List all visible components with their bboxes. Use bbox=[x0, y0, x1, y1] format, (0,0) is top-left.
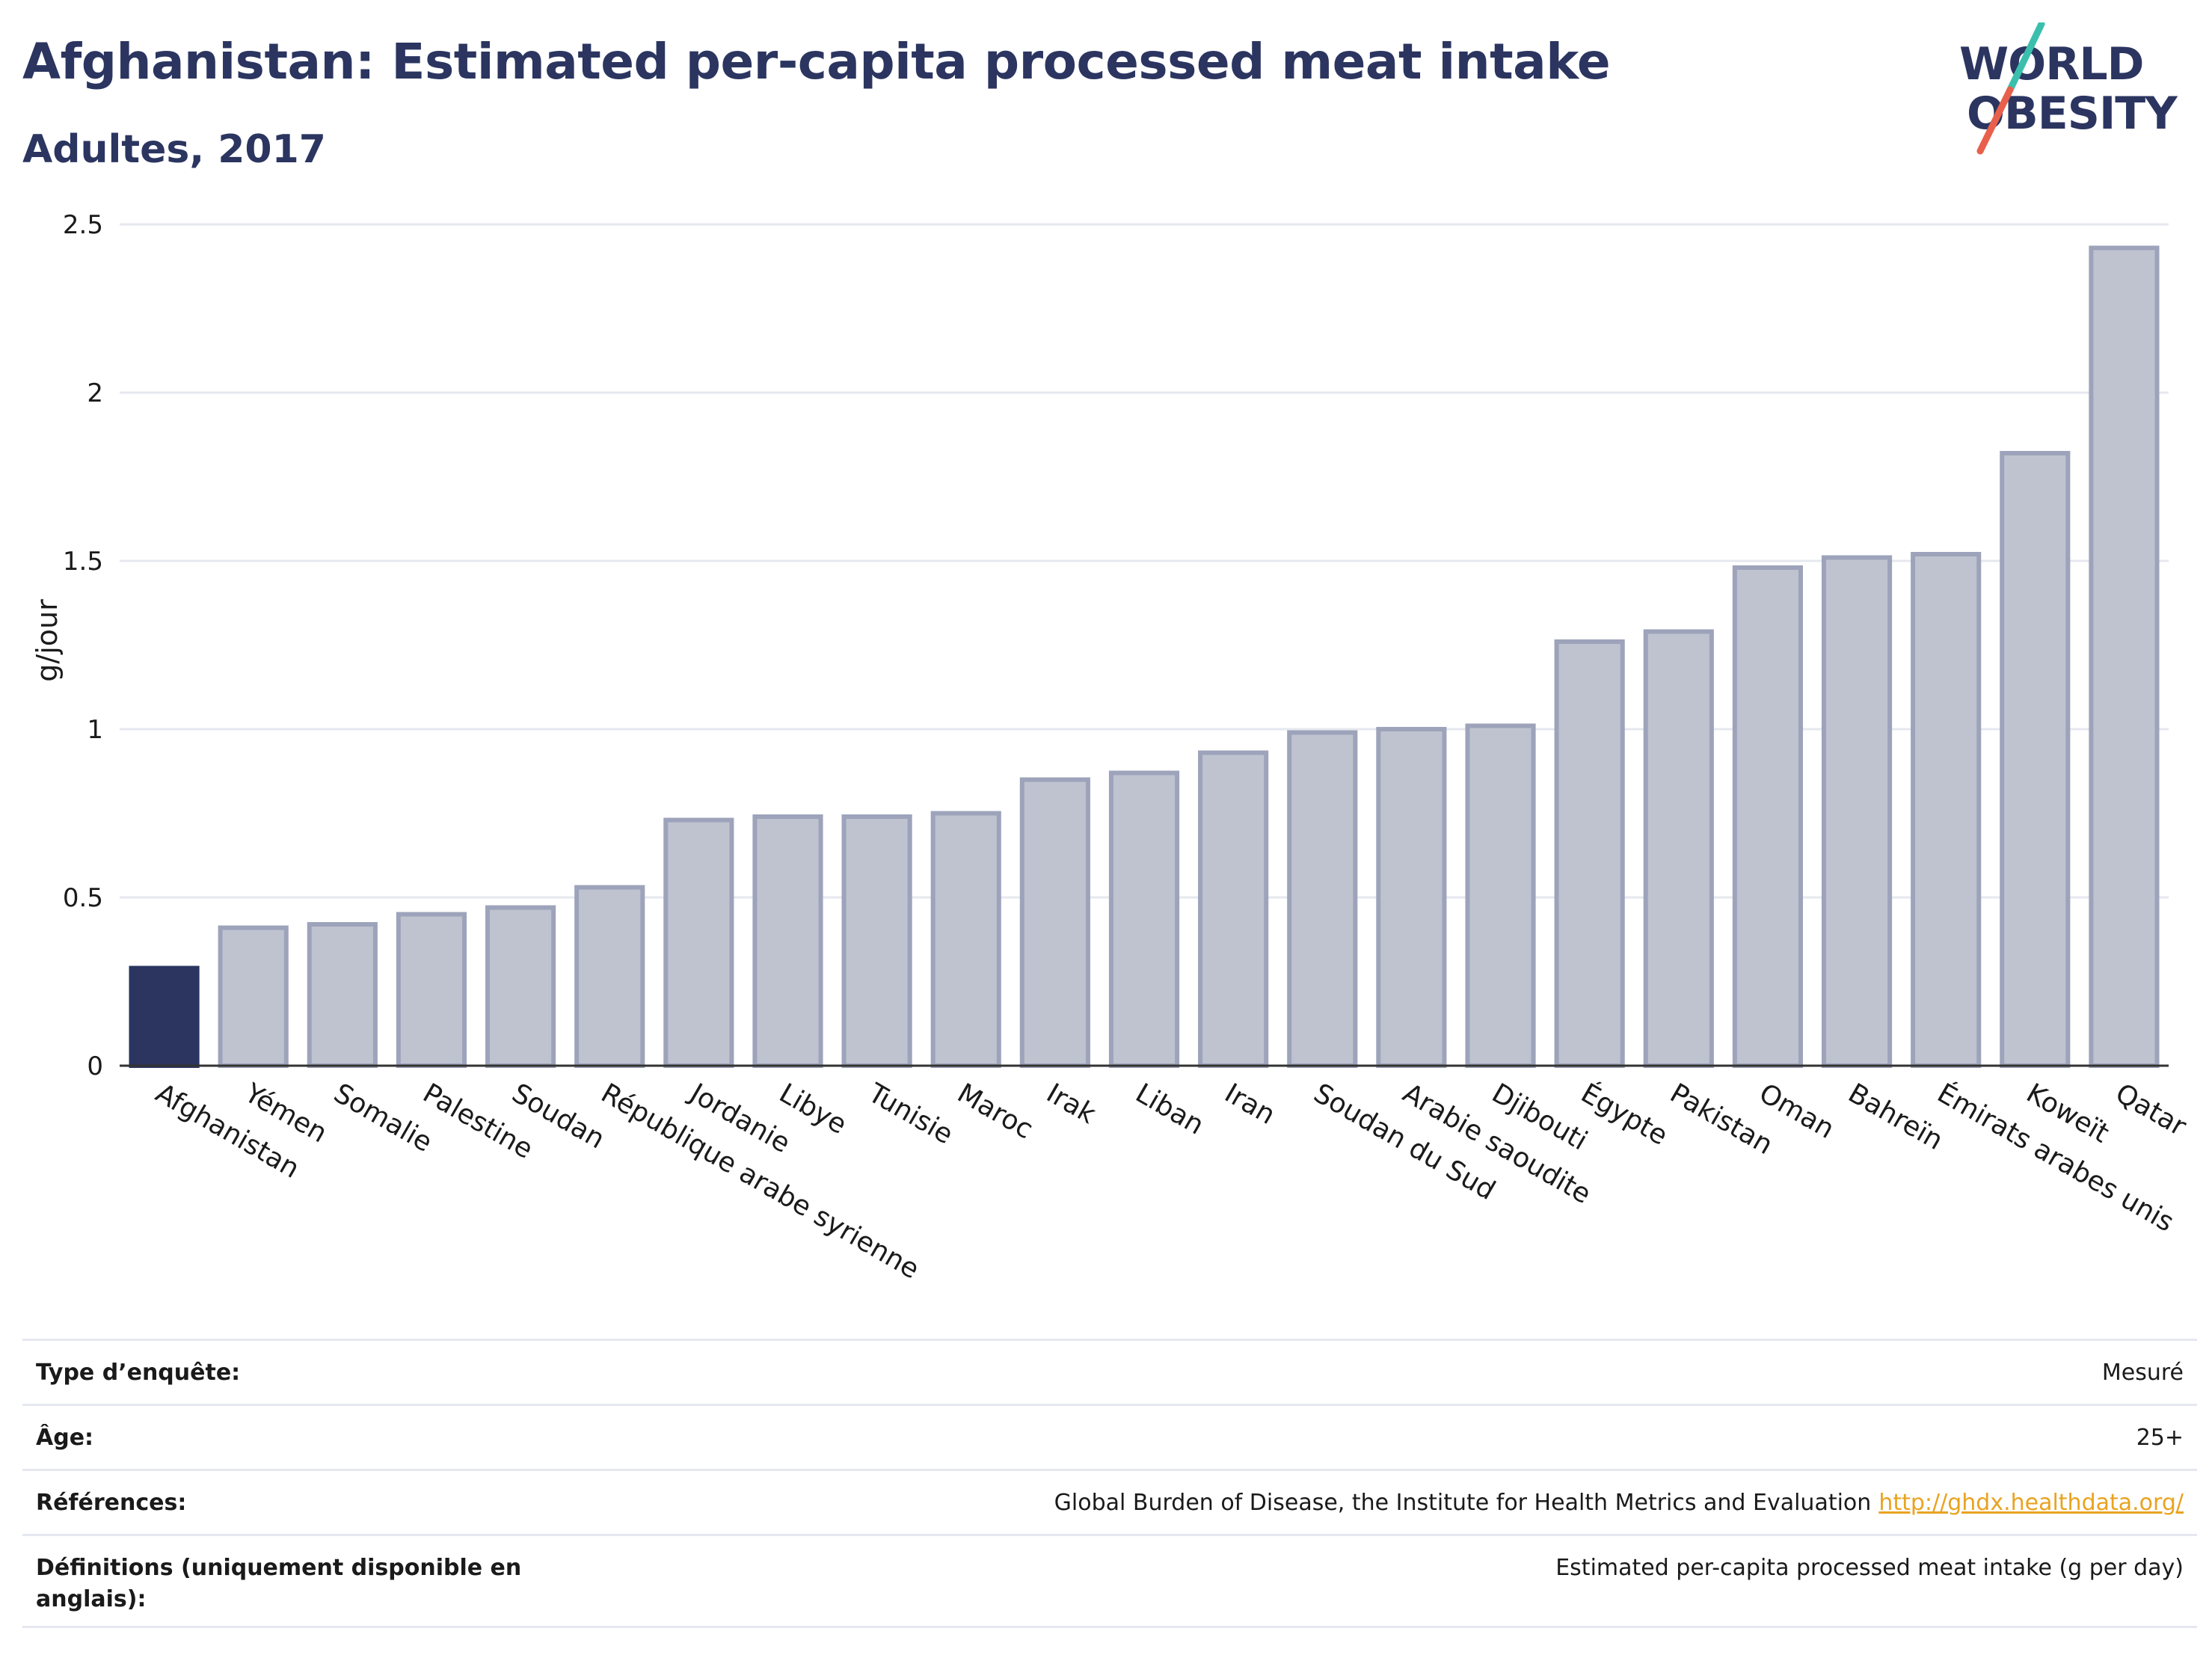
bar-liban[interactable] bbox=[1108, 770, 1180, 1068]
y-tick-label: 2 bbox=[87, 378, 103, 408]
bar-afghanistan[interactable] bbox=[129, 965, 200, 1068]
y-tick-label: 0 bbox=[87, 1051, 103, 1081]
x-tick-label: Égypte bbox=[1576, 1077, 1673, 1151]
bar-république-arabe-syrienne[interactable] bbox=[574, 885, 645, 1068]
bar-égypte[interactable] bbox=[1554, 639, 1625, 1068]
y-tick-label: 1.5 bbox=[63, 547, 103, 577]
x-tick-label: Bahreïn bbox=[1843, 1078, 1948, 1156]
bar-yémen[interactable] bbox=[218, 925, 289, 1068]
bar-iran[interactable] bbox=[1198, 750, 1269, 1068]
info-label: Âge: bbox=[36, 1425, 94, 1451]
info-value: Mesuré bbox=[2101, 1360, 2184, 1386]
info-table: Type d’enquête: Mesuré Âge: 25+ Référenc… bbox=[22, 1339, 2197, 1628]
y-tick-label: 1 bbox=[87, 715, 103, 745]
chart-title: Afghanistan: Estimated per-capita proces… bbox=[22, 33, 1611, 90]
bar-chart: 0 0.5 1 1.5 2 2.5 AfghanistanYémenSomaliePale… bbox=[31, 210, 2191, 1286]
x-tick-label: Irak bbox=[1041, 1078, 1101, 1130]
bar-soudan[interactable] bbox=[485, 905, 556, 1068]
bar-jordanie[interactable] bbox=[663, 817, 734, 1068]
info-row-definitions: Définitions (uniquement disponible en an… bbox=[22, 1534, 2197, 1628]
bar-koweït[interactable] bbox=[2000, 451, 2071, 1068]
x-tick-label: Tunisie bbox=[862, 1078, 958, 1151]
info-label: Type d’enquête: bbox=[36, 1360, 241, 1386]
info-row-references: Références: Global Burden of Disease, th… bbox=[22, 1469, 2197, 1534]
reference-link[interactable]: http://ghdx.healthdata.org/ bbox=[1878, 1490, 2184, 1516]
info-row-survey-type: Type d’enquête: Mesuré bbox=[22, 1339, 2197, 1404]
info-value: Estimated per-capita processed meat inta… bbox=[1555, 1555, 2184, 1581]
info-value-wrap: Global Burden of Disease, the Institute … bbox=[1054, 1487, 2184, 1519]
x-tick-label: Maroc bbox=[952, 1078, 1038, 1145]
info-label: Définitions (uniquement disponible en an… bbox=[36, 1555, 522, 1612]
world-obesity-logo: WORLD OBESITY bbox=[1959, 22, 2179, 155]
y-axis-ticks: 0 0.5 1 1.5 2 2.5 bbox=[63, 210, 103, 1081]
bar-oman[interactable] bbox=[1732, 565, 1803, 1068]
chart-subtitle: Adultes, 2017 bbox=[22, 127, 326, 172]
bar-arabie-saoudite[interactable] bbox=[1376, 727, 1447, 1068]
x-tick-label: Liban bbox=[1131, 1078, 1209, 1140]
logo-slash-top bbox=[2006, 22, 2045, 93]
bar-maroc[interactable] bbox=[930, 811, 1001, 1068]
x-tick-label: Pakistan bbox=[1665, 1078, 1778, 1161]
info-row-age: Âge: 25+ bbox=[22, 1404, 2197, 1469]
bar-libye[interactable] bbox=[752, 814, 823, 1068]
x-tick-label: Iran bbox=[1220, 1078, 1280, 1131]
x-tick-label: Qatar bbox=[2110, 1078, 2191, 1142]
x-tick-label: Somalie bbox=[328, 1078, 437, 1158]
logo-slash-bottom bbox=[1976, 86, 2014, 155]
info-value: 25+ bbox=[2136, 1425, 2184, 1451]
x-axis-labels: AfghanistanYémenSomaliePalestineSoudanRé… bbox=[150, 1077, 2191, 1285]
logo-line1: WORLD bbox=[1959, 38, 2143, 90]
bar-bahreïn[interactable] bbox=[1821, 555, 1893, 1068]
bars bbox=[129, 245, 2160, 1068]
bar-tunisie[interactable] bbox=[841, 814, 912, 1068]
bar-qatar[interactable] bbox=[2089, 245, 2160, 1068]
bar-palestine[interactable] bbox=[396, 912, 467, 1068]
info-value: Global Burden of Disease, the Institute … bbox=[1054, 1490, 1872, 1516]
bar-djibouti[interactable] bbox=[1465, 723, 1536, 1068]
bar-soudan-du-sud[interactable] bbox=[1287, 730, 1358, 1068]
bar-somalie[interactable] bbox=[307, 922, 378, 1068]
y-tick-label: 0.5 bbox=[63, 883, 103, 913]
y-axis-title: g/jour bbox=[31, 599, 64, 682]
bar-pakistan[interactable] bbox=[1643, 629, 1714, 1068]
bar-émirats-arabes-unis[interactable] bbox=[1911, 552, 1982, 1068]
info-label: Références: bbox=[36, 1490, 187, 1516]
bar-irak[interactable] bbox=[1019, 777, 1090, 1068]
y-tick-label: 2.5 bbox=[63, 210, 103, 240]
